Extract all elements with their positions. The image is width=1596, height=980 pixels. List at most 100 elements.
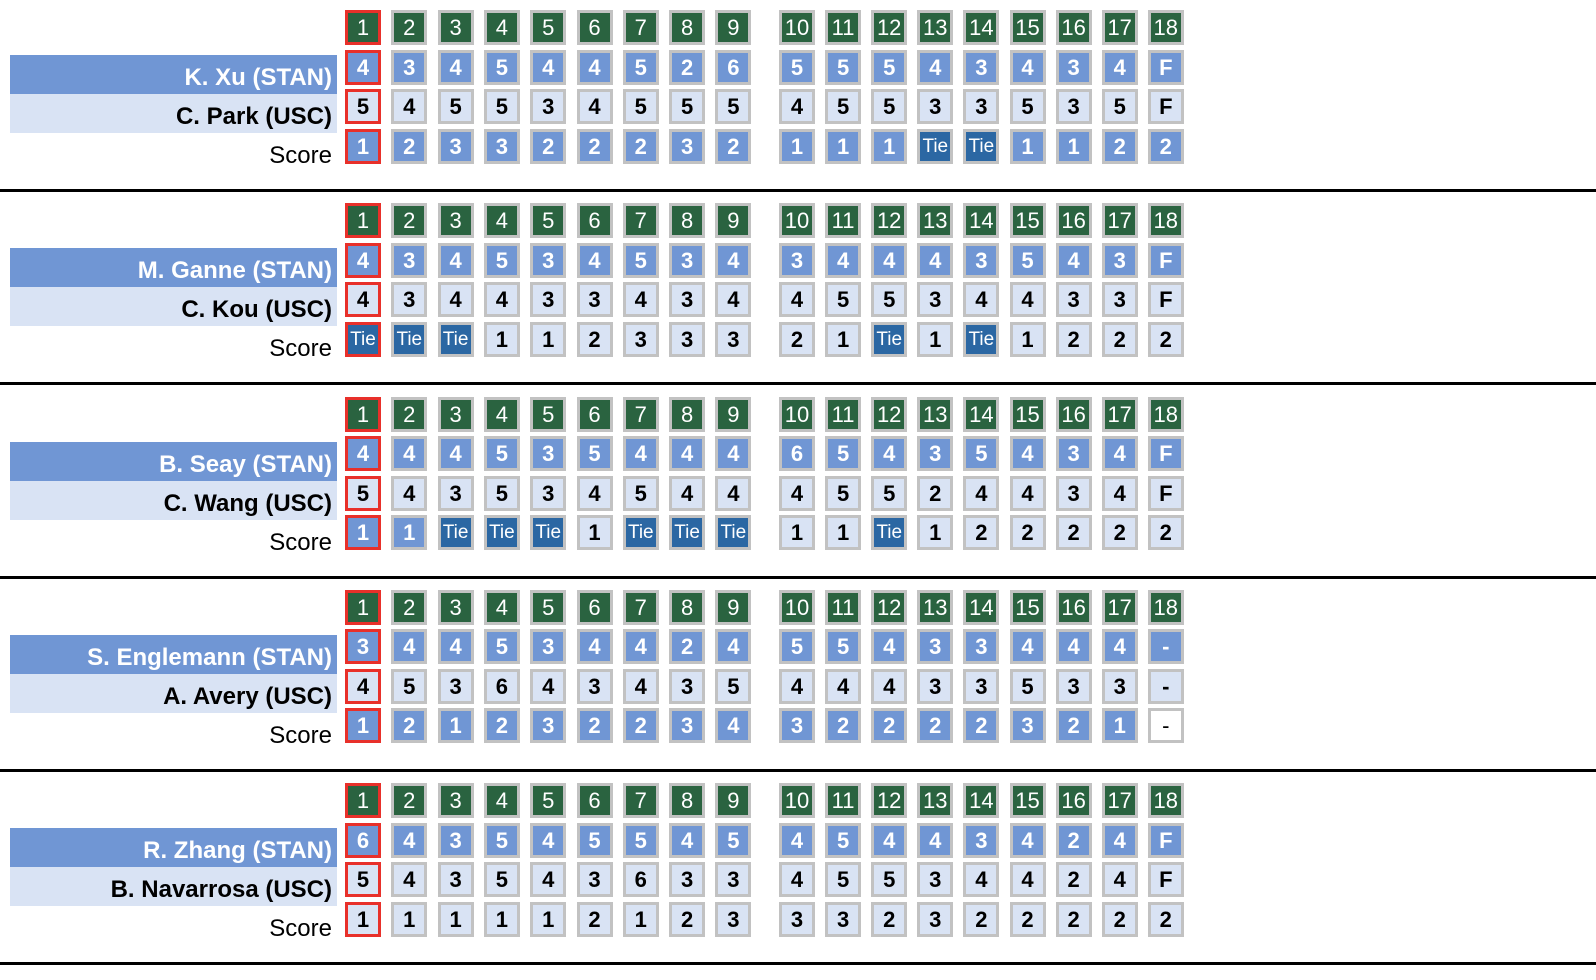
stan-hole-score[interactable]: 5 — [825, 436, 862, 472]
hole-number-header[interactable]: 3 — [437, 589, 474, 625]
stan-hole-score[interactable]: 4 — [715, 629, 752, 665]
usc-hole-score[interactable]: 5 — [345, 862, 381, 898]
usc-hole-score[interactable]: 4 — [779, 862, 815, 898]
usc-hole-score[interactable]: 5 — [483, 89, 520, 124]
usc-hole-score[interactable]: 4 — [1009, 282, 1046, 318]
match-status-cell[interactable]: 2 — [576, 321, 613, 357]
usc-hole-score[interactable]: 4 — [963, 282, 1000, 318]
hole-number-header[interactable]: 8 — [669, 10, 706, 45]
usc-hole-score[interactable]: 4 — [345, 668, 381, 704]
usc-hole-score[interactable]: F — [1147, 862, 1184, 898]
usc-hole-score[interactable]: F — [1147, 475, 1184, 511]
hole-number-header[interactable]: 12 — [871, 10, 908, 45]
hole-number-header[interactable]: 14 — [963, 10, 1000, 45]
hole-number-header[interactable]: 16 — [1055, 10, 1092, 45]
stan-hole-score[interactable]: 5 — [483, 242, 520, 278]
stan-hole-score[interactable]: 4 — [1055, 242, 1092, 278]
hole-number-header[interactable]: 11 — [825, 589, 862, 625]
match-status-cell[interactable]: 3 — [622, 321, 659, 357]
hole-number-header[interactable]: 2 — [391, 203, 428, 239]
usc-hole-score[interactable]: 4 — [576, 475, 613, 511]
stan-hole-score[interactable]: 3 — [963, 49, 1000, 85]
stan-hole-score[interactable]: 5 — [1009, 242, 1046, 278]
stan-hole-score[interactable]: 3 — [391, 49, 428, 85]
match-status-cell[interactable]: 2 — [1147, 321, 1184, 357]
hole-number-header[interactable]: 2 — [391, 396, 428, 432]
match-status-cell[interactable]: 2 — [576, 128, 613, 164]
stan-hole-score[interactable]: 4 — [715, 436, 752, 472]
hole-number-header[interactable]: 17 — [1101, 203, 1138, 239]
hole-number-header[interactable]: 13 — [917, 396, 954, 432]
usc-hole-score[interactable]: F — [1147, 89, 1184, 124]
match-status-cell[interactable]: 3 — [917, 901, 954, 937]
match-status-cell[interactable]: Tie — [871, 515, 908, 551]
hole-number-header[interactable]: 3 — [437, 203, 474, 239]
match-status-cell[interactable]: 2 — [1101, 515, 1138, 551]
hole-number-header[interactable]: 1 — [345, 203, 381, 239]
stan-hole-score[interactable]: F — [1147, 49, 1184, 85]
hole-number-header[interactable]: 15 — [1009, 203, 1046, 239]
match-status-cell[interactable]: 2 — [1055, 708, 1092, 744]
stan-hole-score[interactable]: 3 — [530, 242, 567, 278]
usc-hole-score[interactable]: 4 — [715, 282, 752, 318]
stan-hole-score[interactable]: 2 — [669, 629, 706, 665]
match-status-cell[interactable]: 2 — [669, 901, 706, 937]
match-status-cell[interactable]: 2 — [1009, 515, 1046, 551]
stan-hole-score[interactable]: 5 — [715, 822, 752, 858]
match-status-cell[interactable]: 2 — [530, 128, 567, 164]
stan-hole-score[interactable]: 4 — [391, 436, 428, 472]
stan-hole-score[interactable]: 5 — [576, 822, 613, 858]
match-status-cell[interactable]: 2 — [483, 708, 520, 744]
hole-number-header[interactable]: 13 — [917, 203, 954, 239]
stan-hole-score[interactable]: 5 — [825, 629, 862, 665]
usc-hole-score[interactable]: 3 — [576, 668, 613, 704]
match-status-cell[interactable]: 1 — [917, 515, 954, 551]
match-status-cell[interactable]: 3 — [483, 128, 520, 164]
stan-hole-score[interactable]: 3 — [1101, 242, 1138, 278]
hole-number-header[interactable]: 17 — [1101, 10, 1138, 45]
hole-number-header[interactable]: 11 — [825, 10, 862, 45]
match-status-cell[interactable]: Tie — [437, 321, 474, 357]
hole-number-header[interactable]: 5 — [530, 203, 567, 239]
usc-hole-score[interactable]: 5 — [715, 89, 752, 124]
usc-hole-score[interactable]: 4 — [1009, 475, 1046, 511]
match-status-cell[interactable]: 1 — [345, 128, 381, 164]
stan-hole-score[interactable]: 4 — [669, 436, 706, 472]
usc-hole-score[interactable]: 5 — [483, 475, 520, 511]
stan-hole-score[interactable]: 4 — [576, 242, 613, 278]
usc-hole-score[interactable]: 3 — [437, 862, 474, 898]
stan-hole-score[interactable]: 5 — [483, 629, 520, 665]
usc-hole-score[interactable]: 6 — [483, 668, 520, 704]
stan-hole-score[interactable]: 5 — [825, 49, 862, 85]
match-status-cell[interactable]: 2 — [779, 321, 815, 357]
hole-number-header[interactable]: 16 — [1055, 203, 1092, 239]
match-status-cell[interactable]: 2 — [1009, 901, 1046, 937]
match-status-cell[interactable]: 1 — [779, 128, 815, 164]
stan-hole-score[interactable]: 5 — [483, 49, 520, 85]
match-status-cell[interactable]: Tie — [437, 515, 474, 551]
stan-hole-score[interactable]: 4 — [437, 629, 474, 665]
hole-number-header[interactable]: 5 — [530, 783, 567, 819]
hole-number-header[interactable]: 7 — [622, 396, 659, 432]
stan-hole-score[interactable]: 4 — [669, 822, 706, 858]
usc-hole-score[interactable]: 3 — [669, 862, 706, 898]
usc-hole-score[interactable]: 3 — [1055, 282, 1092, 318]
hole-number-header[interactable]: 14 — [963, 589, 1000, 625]
usc-hole-score[interactable]: 3 — [437, 475, 474, 511]
hole-number-header[interactable]: 6 — [576, 783, 613, 819]
stan-hole-score[interactable]: 4 — [871, 242, 908, 278]
stan-hole-score[interactable]: 3 — [1055, 436, 1092, 472]
hole-number-header[interactable]: 12 — [871, 396, 908, 432]
usc-hole-score[interactable]: 5 — [871, 862, 908, 898]
match-status-cell[interactable]: 1 — [530, 901, 567, 937]
hole-number-header[interactable]: 13 — [917, 589, 954, 625]
match-status-cell[interactable]: 4 — [715, 708, 752, 744]
match-status-cell[interactable]: 1 — [825, 321, 862, 357]
match-status-cell[interactable]: 2 — [1101, 901, 1138, 937]
hole-number-header[interactable]: 18 — [1147, 396, 1184, 432]
match-status-cell[interactable]: 2 — [622, 128, 659, 164]
usc-hole-score[interactable]: 5 — [622, 89, 659, 124]
hole-number-header[interactable]: 13 — [917, 783, 954, 819]
stan-hole-score[interactable]: 6 — [345, 822, 381, 858]
stan-hole-score[interactable]: 4 — [437, 242, 474, 278]
